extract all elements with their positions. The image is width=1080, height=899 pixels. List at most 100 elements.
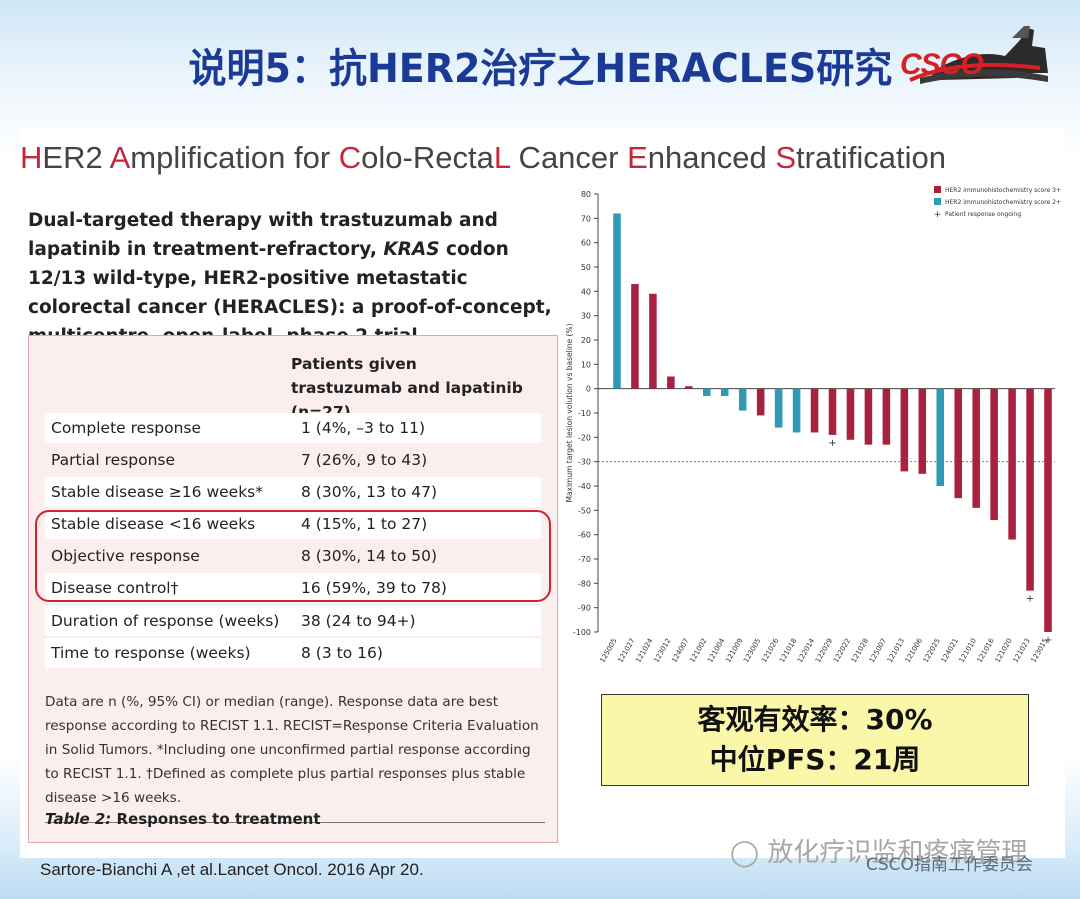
acronym-letter: L	[493, 140, 510, 175]
legend-label: HER2 immunohistochemistry score 2+	[945, 199, 1061, 206]
acronym-letter: E	[627, 140, 648, 175]
row-value: 8 (30%, 14 to 50)	[301, 547, 438, 565]
bar	[882, 388, 891, 445]
bar	[954, 388, 962, 499]
highlight-circle	[35, 510, 551, 602]
bar	[756, 388, 765, 416]
acronym-letter: C	[338, 140, 362, 175]
row-value: 8 (3 to 16)	[301, 644, 383, 662]
row-label: Duration of response (weeks)	[51, 612, 280, 630]
csco-logo-text: CSCO	[900, 48, 984, 81]
bar	[774, 388, 783, 428]
bar	[1026, 388, 1034, 591]
y-tick-label: 80	[581, 190, 591, 199]
row-label: Stable disease <16 weeks	[51, 515, 256, 533]
row-value: 8 (30%, 13 to 47)	[301, 483, 438, 501]
y-tick-label: -70	[578, 555, 591, 564]
heading-word: olo-Recta	[361, 140, 494, 175]
y-tick-label: -20	[578, 433, 591, 442]
paper-title-part: Dual-targeted therapy with trastuzumab a…	[28, 210, 498, 260]
legend-swatch	[934, 186, 941, 193]
y-tick-label: 50	[581, 263, 591, 272]
y-tick-label: 60	[581, 239, 591, 248]
bar	[864, 388, 873, 445]
legend-label: Patient response ongoing	[945, 211, 1021, 218]
acronym-letter: A	[109, 140, 131, 175]
table-row: Objective response 8 (30%, 14 to 50)	[45, 541, 541, 571]
row-value: 16 (59%, 39 to 78)	[301, 579, 447, 597]
table-row: Disease control† 16 (59%, 39 to 78)	[45, 573, 541, 603]
ongoing-marker: +	[1026, 594, 1034, 605]
row-label: Objective response	[51, 547, 200, 565]
bar	[667, 376, 675, 389]
heading-word: tratification	[796, 140, 946, 175]
bar	[738, 388, 747, 411]
citation: Sartore-Bianchi A ,et al.Lancet Oncol. 2…	[40, 860, 424, 879]
y-tick-label: 20	[581, 336, 591, 345]
slide-title: 说明5：抗HER2治疗之HERACLES研究	[0, 36, 1080, 94]
legend-swatch	[934, 198, 941, 205]
committee-label: CSCO指南工作委员会	[866, 855, 1033, 875]
table-footnotes: Data are n (%, 95% CI) or median (range)…	[45, 690, 545, 823]
row-label: Time to response (weeks)	[51, 644, 251, 662]
y-tick-label: 70	[581, 214, 591, 223]
bar	[631, 284, 639, 389]
acronym-letter: H	[20, 140, 43, 175]
heading-word: Cancer	[509, 140, 628, 175]
wechat-icon: ◯​	[730, 838, 760, 868]
bar	[990, 388, 998, 521]
row-value: 4 (15%, 1 to 27)	[301, 515, 428, 533]
bar	[1008, 388, 1016, 540]
y-tick-label: -100	[573, 628, 591, 637]
paper-title: Dual-targeted therapy with trastuzumab a…	[28, 206, 573, 351]
caption-prefix: Table 2:	[45, 810, 112, 828]
y-tick-label: -30	[578, 458, 591, 467]
paper-title-gene: KRAS	[383, 239, 440, 260]
bar	[972, 388, 980, 508]
wechat-watermark: ◯​ 放化疗识监和疼痛管理	[730, 832, 1027, 869]
bar	[649, 293, 657, 389]
bar	[720, 388, 729, 396]
table-row: Time to response (weeks) 8 (3 to 16)	[45, 638, 541, 668]
y-tick-label: -90	[578, 604, 591, 613]
objective-response-rate: 客观有效率：30%	[697, 703, 933, 736]
row-value: 7 (26%, 9 to 43)	[301, 451, 428, 469]
y-tick-label: -50	[578, 506, 591, 515]
table-caption: Table 2: Responses to treatment	[45, 810, 321, 828]
ongoing-marker: +	[1044, 635, 1052, 646]
median-pfs: 中位PFS：21周	[709, 743, 921, 776]
bar	[846, 388, 855, 440]
slide-title-text: 说明5：抗HER2治疗之HERACLES研究	[188, 46, 892, 92]
y-tick-label: 10	[581, 360, 591, 369]
great-wall-icon	[909, 26, 1048, 84]
bar	[936, 388, 945, 486]
y-tick-label: 40	[581, 287, 591, 296]
caption-text: Responses to treatment	[111, 810, 321, 828]
heading-word: nhanced	[647, 140, 776, 175]
acronym-letter: S	[775, 140, 797, 175]
table-row: Stable disease ≥16 weeks* 8 (30%, 13 to …	[45, 477, 541, 507]
row-label: Stable disease ≥16 weeks*	[51, 483, 264, 501]
bar	[1044, 388, 1052, 632]
ongoing-marker: +	[828, 438, 836, 449]
legend-label: HER2 immunohistochemistry score 3+	[945, 187, 1061, 194]
table-row: Partial response 7 (26%, 9 to 43)	[45, 445, 541, 475]
bar	[810, 388, 819, 433]
bar	[918, 388, 927, 474]
waterfall-chart: 80 70 60 50 40 30 20 10 0 -10 -20 -30 -40 -50 -60 -70 -8…	[565, 186, 1061, 664]
bar	[685, 386, 693, 389]
y-tick-label: -10	[578, 409, 591, 418]
row-label: Complete response	[51, 419, 202, 437]
heracles-acronym-heading: HER2 Amplification for Colo-RectaL Cance…	[20, 140, 946, 176]
table-row: Stable disease <16 weeks 4 (15%, 1 to 27…	[45, 509, 541, 539]
y-tick-label: -40	[578, 482, 591, 491]
table-row: Duration of response (weeks) 38 (24 to 9…	[45, 606, 541, 636]
bar	[613, 213, 621, 389]
bar	[828, 388, 837, 435]
heading-word: mplification for	[130, 140, 339, 175]
x-tick-label: 123015	[1029, 637, 1049, 664]
bar	[703, 388, 711, 396]
row-value: 38 (24 to 94+)	[301, 612, 416, 630]
y-axis-label: Maximum target lesion volution vs baseli…	[565, 323, 574, 502]
watermark-text: 放化疗识监和疼痛管理	[767, 838, 1028, 868]
